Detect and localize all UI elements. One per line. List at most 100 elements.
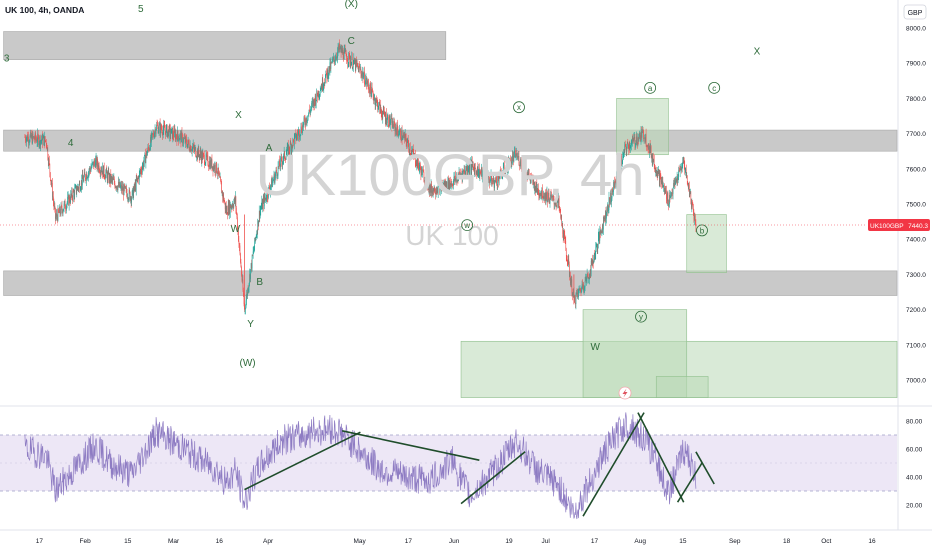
currency-badge[interactable]: GBP: [903, 4, 927, 20]
candle-body: [542, 187, 543, 199]
candle-body: [533, 179, 535, 184]
candle-body: [550, 194, 551, 200]
candle-body: [301, 126, 302, 132]
candle-body: [690, 191, 691, 193]
time-tick-label: Mar: [168, 538, 180, 545]
candle-body: [194, 147, 195, 151]
candle-body: [90, 168, 92, 172]
candle-body: [284, 158, 286, 160]
candle-body: [380, 105, 382, 111]
candle-body: [374, 97, 375, 99]
candle-body: [547, 199, 549, 203]
candle-body: [335, 56, 337, 61]
candle-body: [453, 176, 455, 181]
candle-body: [302, 125, 303, 133]
candle-body: [431, 190, 433, 194]
candle-body: [558, 198, 559, 203]
candle-body: [234, 197, 235, 203]
candle-body: [673, 182, 674, 188]
candle-body: [53, 196, 54, 202]
candle-body: [219, 174, 220, 178]
candle-body: [321, 79, 323, 90]
candle-body: [397, 130, 399, 136]
candle-body: [474, 167, 476, 169]
candle-body: [123, 187, 124, 196]
rsi-trendline: [637, 412, 685, 503]
candle-body: [391, 117, 393, 129]
candle-body: [107, 171, 109, 174]
candle-body: [322, 87, 324, 89]
time-axis[interactable]: 17 Feb 15 Mar 16 Apr May 17 Jun 19 Jul 17 Aug 15 Sep 18…: [36, 538, 876, 545]
candle-body: [203, 153, 205, 155]
candle-body: [423, 170, 424, 173]
time-tick-label: Sep: [729, 538, 741, 545]
candle-body: [232, 205, 234, 207]
price-tick-label: 7400.0: [906, 237, 926, 244]
candle-body: [688, 184, 690, 188]
candle-body: [531, 177, 533, 178]
candle-body: [393, 126, 394, 129]
candle-body: [387, 118, 388, 124]
candle-body: [520, 159, 521, 166]
candle-body: [407, 139, 409, 144]
candle-body: [492, 180, 493, 181]
candle-body: [639, 132, 640, 137]
candle-body: [640, 136, 641, 142]
label-circle: [708, 81, 721, 94]
candle-body: [461, 174, 463, 179]
candle-body: [38, 142, 40, 146]
candle-body: [185, 136, 187, 140]
candle-body: [462, 171, 463, 179]
candle-body: [218, 167, 219, 174]
candle-body: [679, 170, 680, 173]
candle-body: [529, 177, 531, 180]
candle-body: [71, 190, 73, 198]
candle-body: [300, 134, 301, 137]
candle-body: [571, 279, 572, 283]
candle-body: [238, 230, 239, 242]
candle-body: [583, 284, 584, 290]
wave-label: B: [256, 277, 263, 288]
candle-body: [419, 164, 421, 168]
candle-body: [246, 294, 247, 301]
candle-body: [419, 167, 420, 170]
candle-body: [542, 198, 544, 199]
candle-body: [165, 131, 167, 136]
candle-body: [205, 162, 206, 165]
price-axis[interactable]: 8000.0 7900.0 7800.0 7700.0 7600.0 7500.0 7400…: [906, 26, 926, 385]
rsi-axis[interactable]: 80.00 60.00 40.00 20.00: [906, 419, 923, 510]
candle-body: [287, 145, 289, 147]
candle-body: [694, 215, 696, 220]
candle-body: [91, 167, 92, 169]
wave-label-circled: x: [513, 101, 525, 114]
candle-body: [466, 166, 467, 171]
candle-body: [663, 186, 664, 188]
candle-body: [530, 175, 532, 179]
candle-body: [498, 177, 500, 184]
candle-body: [266, 192, 268, 200]
candle-body: [513, 156, 514, 162]
candle-body: [570, 282, 572, 284]
candle-body: [501, 174, 503, 178]
candle-body: [487, 174, 489, 183]
candle-body: [416, 165, 417, 166]
candle-body: [258, 220, 260, 227]
candle-body: [341, 48, 343, 53]
candle-body: [103, 165, 104, 177]
candle-body: [651, 156, 652, 158]
candle-body: [692, 203, 694, 209]
candle-body: [154, 129, 156, 133]
candle-body: [368, 89, 370, 90]
candle-body: [641, 130, 643, 138]
flash-icon[interactable]: [618, 386, 632, 400]
candle-body: [456, 176, 458, 182]
candle-body: [355, 61, 356, 70]
candle-body: [308, 109, 310, 114]
candle-body: [188, 143, 190, 149]
candle-body: [469, 163, 470, 171]
candle-body: [44, 136, 46, 141]
candle-body: [379, 105, 381, 113]
candle-body: [318, 95, 320, 97]
candle-body: [535, 182, 537, 190]
